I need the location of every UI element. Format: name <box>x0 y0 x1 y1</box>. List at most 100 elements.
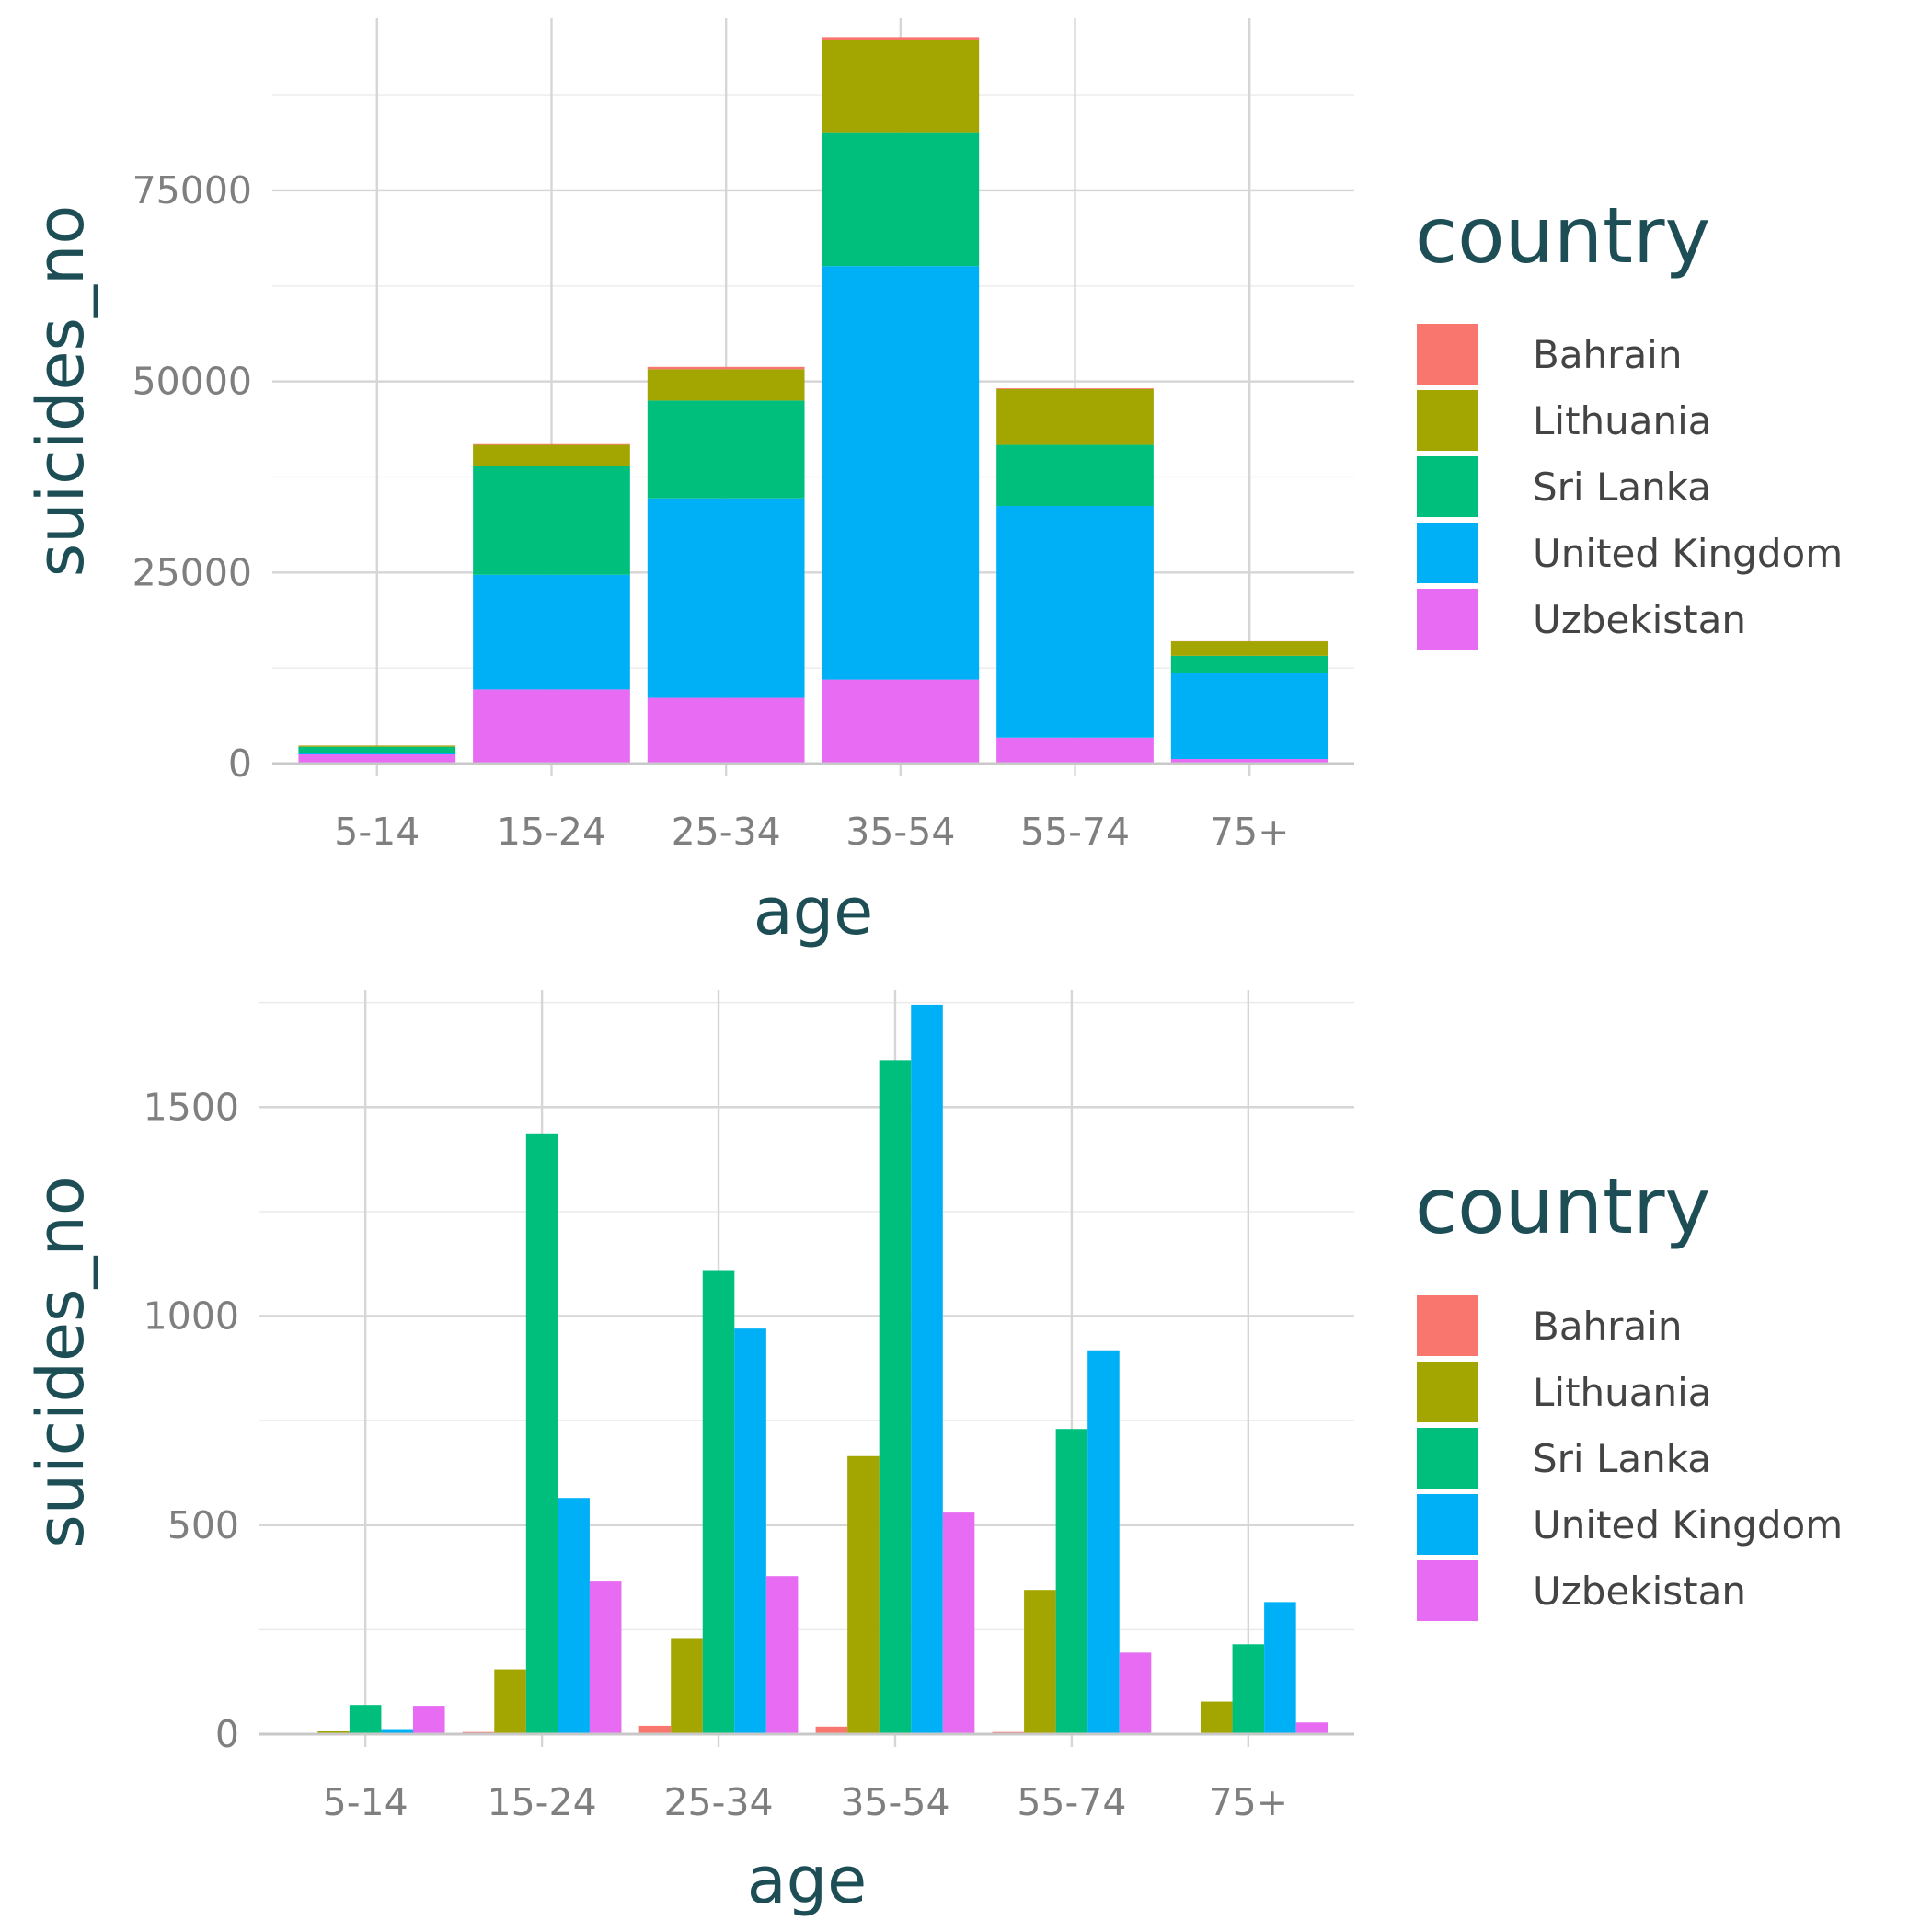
bar-sri-lanka-55-74 <box>996 444 1154 507</box>
bar-bahrain-35-54 <box>822 37 980 40</box>
x-tick-label: 15-24 <box>497 810 606 854</box>
legend-entry-label: Bahrain <box>1533 1304 1682 1349</box>
bar-sri-lanka-15-24 <box>525 1133 558 1734</box>
gridlines <box>259 990 1354 1747</box>
bar-lithuania-25-34 <box>647 369 805 401</box>
legend-key-swatch <box>1417 1494 1478 1555</box>
bar-uzbekistan-55-74 <box>1119 1652 1152 1734</box>
legend-key-swatch <box>1417 1295 1478 1356</box>
bars <box>298 37 1328 764</box>
legend-key-swatch <box>1417 390 1478 451</box>
bar-sri-lanka-25-34 <box>647 400 805 499</box>
bar-united-kingdom-5-14 <box>381 1729 413 1734</box>
bar-sri-lanka-55-74 <box>1055 1429 1088 1734</box>
legend-title: country <box>1415 190 1710 281</box>
y-tick-label: 25000 <box>132 550 252 594</box>
x-tick-label: 75+ <box>1210 810 1290 854</box>
bar-united-kingdom-15-24 <box>473 574 630 690</box>
bar-bahrain-35-54 <box>815 1726 848 1734</box>
bar-lithuania-5-14 <box>317 1731 350 1734</box>
x-axis: 5-14 15-24 25-34 35-54 55-74 75+ <box>323 1780 1288 1824</box>
x-axis-title: age <box>747 1843 867 1918</box>
bar-uzbekistan-55-74 <box>996 737 1154 764</box>
y-tick-label: 0 <box>228 742 252 786</box>
bar-sri-lanka-35-54 <box>879 1060 912 1734</box>
bar-uzbekistan-35-54 <box>822 679 980 764</box>
bar-lithuania-75+ <box>1201 1701 1233 1734</box>
bar-united-kingdom-25-34 <box>647 498 805 698</box>
bar-united-kingdom-25-34 <box>734 1328 766 1734</box>
y-tick-label: 75000 <box>132 168 252 213</box>
bar-united-kingdom-15-24 <box>558 1498 590 1734</box>
bar-bahrain-25-34 <box>647 366 805 370</box>
x-tick-label: 55-74 <box>1020 810 1130 854</box>
bar-bahrain-15-24 <box>473 443 630 445</box>
bar-uzbekistan-25-34 <box>765 1576 799 1734</box>
bar-sri-lanka-5-14 <box>298 746 456 753</box>
bar-united-kingdom-55-74 <box>1087 1350 1120 1734</box>
bar-sri-lanka-25-34 <box>702 1270 735 1734</box>
legend-entry-label: Bahrain <box>1533 332 1682 377</box>
bar-lithuania-55-74 <box>996 388 1154 445</box>
chart-panel-1: 0 25000 50000 75000 5-14 15-24 25-34 35-54 55-74… <box>23 18 1843 949</box>
bar-uzbekistan-15-24 <box>589 1581 622 1734</box>
bar-lithuania-75+ <box>1170 641 1328 656</box>
bar-united-kingdom-35-54 <box>822 266 980 680</box>
y-tick-label: 1000 <box>144 1294 239 1339</box>
x-tick-label: 55-74 <box>1017 1780 1126 1824</box>
x-axis: 5-14 15-24 25-34 35-54 55-74 75+ <box>334 810 1289 854</box>
y-axis: 0 500 1000 1500 <box>144 1085 239 1756</box>
y-tick-label: 500 <box>167 1503 239 1547</box>
legend-entry-label: Uzbekistan <box>1533 1569 1746 1614</box>
bar-uzbekistan-75+ <box>1170 759 1328 764</box>
x-tick-label: 35-54 <box>840 1780 949 1824</box>
bar-uzbekistan-5-14 <box>298 754 456 764</box>
legend-entry-label: Sri Lanka <box>1533 465 1711 510</box>
bar-sri-lanka-15-24 <box>473 466 630 575</box>
x-tick-label: 5-14 <box>323 1780 408 1824</box>
legend-entry-label: United Kingdom <box>1533 531 1843 576</box>
bar-united-kingdom-75+ <box>1264 1602 1296 1734</box>
legend: country Bahrain Lithuania Sri Lanka United K… <box>1415 190 1843 650</box>
legend-entry-label: United Kingdom <box>1533 1502 1843 1547</box>
bar-lithuania-15-24 <box>494 1669 526 1734</box>
x-axis-title: age <box>753 874 873 949</box>
legend-title: country <box>1415 1161 1710 1251</box>
bar-sri-lanka-75+ <box>1170 655 1328 673</box>
bar-lithuania-15-24 <box>473 444 630 466</box>
legend-key-swatch <box>1417 1560 1478 1621</box>
y-tick-label: 1500 <box>144 1085 239 1129</box>
legend-key-swatch <box>1417 589 1478 650</box>
legend-entry-label: Lithuania <box>1533 398 1712 443</box>
x-tick-label: 35-54 <box>845 810 955 854</box>
bar-bahrain-25-34 <box>638 1725 672 1734</box>
legend-key-swatch <box>1417 1428 1478 1489</box>
bar-bahrain-55-74 <box>996 388 1154 389</box>
y-axis-title: suicides_no <box>23 1176 98 1547</box>
bar-lithuania-55-74 <box>1024 1590 1056 1734</box>
bar-united-kingdom-5-14 <box>298 753 456 755</box>
bar-uzbekistan-75+ <box>1295 1722 1328 1734</box>
legend-key-swatch <box>1417 456 1478 517</box>
legend-key-swatch <box>1417 523 1478 583</box>
bars <box>285 1004 1328 1734</box>
bar-lithuania-5-14 <box>298 745 456 747</box>
bar-sri-lanka-5-14 <box>349 1705 382 1734</box>
legend-entry-label: Sri Lanka <box>1533 1436 1711 1481</box>
x-tick-label: 75+ <box>1209 1780 1289 1824</box>
y-tick-label: 0 <box>215 1712 239 1756</box>
chart-panel-2: 0 500 1000 1500 5-14 15-24 25-34 35-54 55-74 75+ a… <box>23 990 1843 1918</box>
bar-lithuania-35-54 <box>847 1455 880 1734</box>
bar-uzbekistan-25-34 <box>647 697 805 764</box>
y-axis: 0 25000 50000 75000 <box>132 168 252 786</box>
bar-united-kingdom-55-74 <box>996 506 1154 738</box>
x-tick-label: 25-34 <box>672 810 781 854</box>
x-tick-label: 15-24 <box>488 1780 597 1824</box>
bar-uzbekistan-15-24 <box>473 689 630 764</box>
bar-sri-lanka-75+ <box>1232 1644 1265 1734</box>
y-tick-label: 50000 <box>132 360 252 404</box>
legend-key-swatch <box>1417 324 1478 385</box>
x-tick-label: 5-14 <box>334 810 420 854</box>
